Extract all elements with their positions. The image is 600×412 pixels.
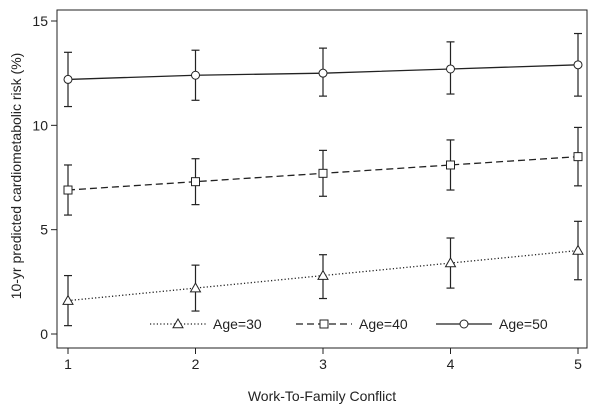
y-tick-label: 15 — [32, 13, 48, 29]
data-point — [573, 60, 583, 70]
y-axis-label: 10-yr predicted cardiometabolic risk (%) — [8, 53, 24, 300]
data-point — [191, 70, 200, 80]
x-tick-label: 2 — [192, 356, 200, 372]
legend-item-age-40: Age=40 — [296, 316, 408, 332]
legend-swatch-marker — [459, 319, 469, 329]
axes: 0 5 10 15 1 2 3 4 5 — [32, 9, 588, 372]
legend: Age=30 Age=40 Age=50 — [150, 316, 548, 332]
data-point — [573, 152, 583, 162]
y-tick-label: 10 — [32, 117, 48, 133]
series-age-50 — [63, 32, 583, 108]
legend-item-age-30: Age=30 — [150, 316, 262, 332]
legend-swatch-marker — [319, 319, 329, 329]
series-age-30 — [62, 220, 584, 327]
legend-swatch-marker — [172, 317, 184, 329]
x-tick-label: 5 — [574, 356, 582, 372]
data-point — [572, 244, 584, 255]
x-tick-label: 3 — [319, 356, 327, 372]
data-point — [63, 74, 73, 84]
data-point — [62, 294, 74, 305]
data-point — [318, 168, 328, 178]
data-point — [446, 160, 455, 170]
legend-label: Age=50 — [499, 316, 548, 332]
series-layer — [62, 32, 584, 327]
legend-label: Age=30 — [213, 316, 262, 332]
data-point — [318, 68, 328, 78]
series-line — [67, 249, 579, 302]
data-point — [446, 64, 455, 74]
y-tick-label: 0 — [40, 326, 48, 342]
data-point — [317, 269, 329, 280]
plot-frame — [56, 9, 588, 349]
y-tick-label: 5 — [40, 222, 48, 238]
data-point — [189, 282, 202, 293]
x-tick-label: 1 — [64, 356, 72, 372]
data-point — [63, 185, 73, 195]
legend-label: Age=40 — [359, 316, 408, 332]
data-point — [191, 177, 200, 187]
x-axis-label: Work-To-Family Conflict — [248, 388, 396, 404]
x-tick-label: 4 — [447, 356, 455, 372]
legend-item-age-50: Age=50 — [436, 316, 548, 332]
data-point — [444, 257, 457, 268]
series-age-40 — [63, 126, 583, 216]
